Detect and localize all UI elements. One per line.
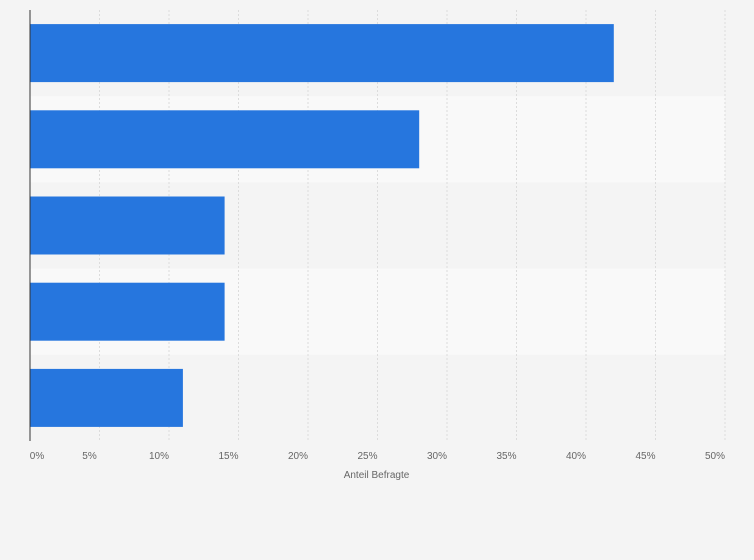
x-tick-label: 25% <box>357 451 377 462</box>
x-tick-label: 5% <box>82 451 97 462</box>
x-tick-label: 20% <box>288 451 308 462</box>
x-tick-label: 30% <box>427 451 447 462</box>
x-axis-title: Anteil Befragte <box>344 470 410 481</box>
x-tick-label: 50% <box>705 451 725 462</box>
x-axis-ticks: 0% 5% 10% 15% 20% 25% 30% 35% 40% 45% 50% <box>30 451 725 462</box>
x-tick-label: 15% <box>218 451 238 462</box>
bar[interactable] <box>30 196 225 255</box>
bars <box>30 24 614 427</box>
bar[interactable] <box>30 24 614 83</box>
x-tick-label: 10% <box>149 451 169 462</box>
x-tick-label: 0% <box>30 451 45 462</box>
x-tick-label: 35% <box>496 451 516 462</box>
bar[interactable] <box>30 368 183 427</box>
x-tick-label: 40% <box>566 451 586 462</box>
x-tick-label: 45% <box>635 451 655 462</box>
bar[interactable] <box>30 282 225 341</box>
bar[interactable] <box>30 110 420 169</box>
